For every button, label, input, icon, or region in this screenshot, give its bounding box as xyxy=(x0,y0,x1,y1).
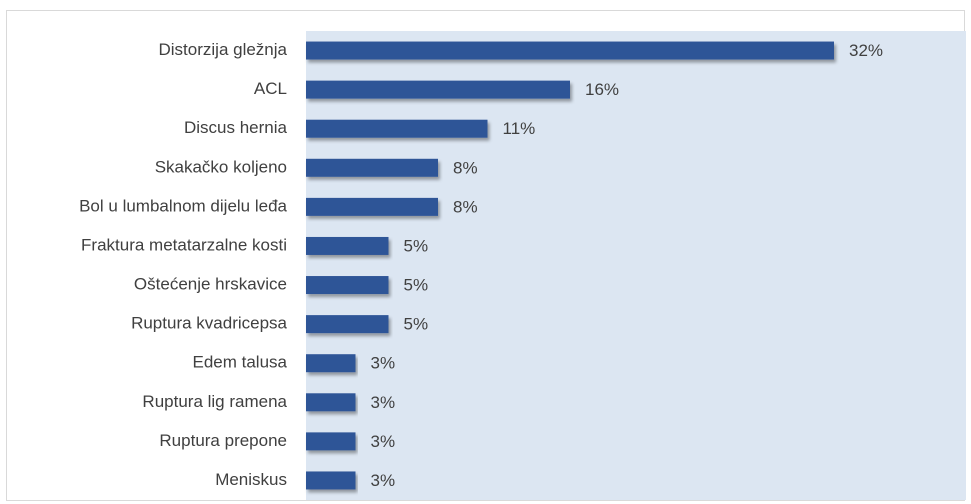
bar xyxy=(306,276,389,295)
y-tick-label: ACL xyxy=(254,79,287,98)
value-label: 3% xyxy=(371,393,396,412)
value-label: 32% xyxy=(849,41,883,60)
bar xyxy=(306,41,834,60)
value-label: 16% xyxy=(585,80,619,99)
bar xyxy=(306,315,389,334)
bar xyxy=(306,354,356,373)
y-tick-label: Distorzija gležnja xyxy=(159,40,288,59)
y-tick-label: Ruptura kvadricepsa xyxy=(131,314,287,333)
plot-area xyxy=(306,31,966,500)
y-tick-label: Fraktura metatarzalne kosti xyxy=(81,235,287,254)
bar xyxy=(306,80,570,99)
y-tick-label: Edem talusa xyxy=(193,353,288,372)
value-label: 3% xyxy=(371,432,396,451)
bar xyxy=(306,236,389,255)
y-tick-label: Bol u lumbalnom dijelu leđa xyxy=(79,196,287,215)
value-label: 3% xyxy=(371,471,396,490)
y-tick-label: Ruptura prepone xyxy=(159,431,287,450)
y-tick-label: Meniskus xyxy=(215,470,287,489)
value-label: 3% xyxy=(371,354,396,373)
value-label: 5% xyxy=(404,315,429,334)
value-label: 8% xyxy=(453,197,478,216)
bar xyxy=(306,471,356,490)
value-label: 11% xyxy=(503,119,536,138)
bar xyxy=(306,197,438,216)
bar xyxy=(306,158,438,177)
y-tick-label: Oštećenje hrskavice xyxy=(134,275,287,294)
bar xyxy=(306,393,356,412)
y-tick-label: Discus hernia xyxy=(184,118,288,137)
value-label: 8% xyxy=(453,158,478,177)
value-label: 5% xyxy=(404,276,429,295)
bar xyxy=(306,432,356,451)
y-tick-label: Skakačko koljeno xyxy=(155,157,287,176)
y-tick-label: Ruptura lig ramena xyxy=(142,392,287,411)
value-label: 5% xyxy=(404,236,429,255)
bar xyxy=(306,119,488,138)
